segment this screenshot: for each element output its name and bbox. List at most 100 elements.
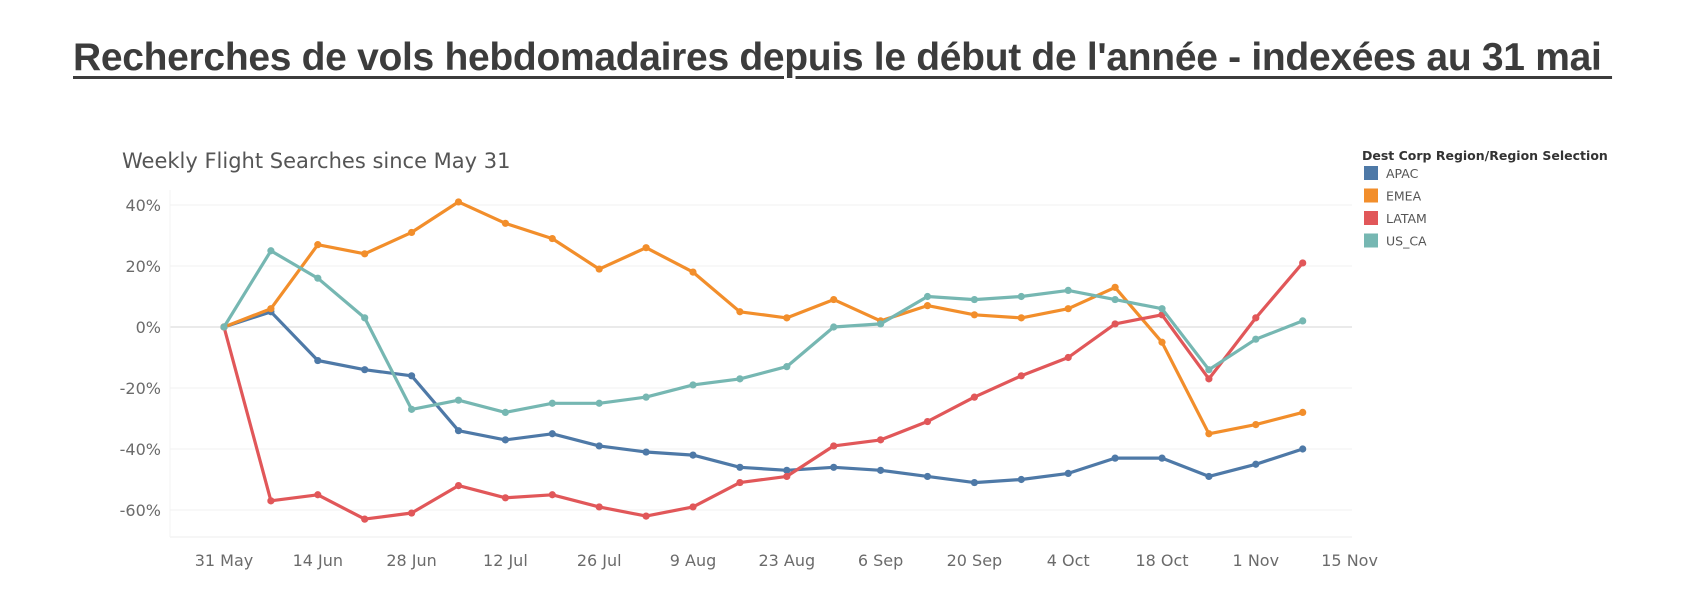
data-point [454,396,463,404]
data-point [783,363,791,371]
y-tick-label: 40% [125,196,161,215]
data-point [1158,305,1166,313]
data-point [1111,283,1119,291]
data-point [1205,375,1213,383]
legend-label: LATAM [1386,211,1427,226]
data-point [877,436,885,444]
data-point [1252,460,1260,468]
data-point [970,393,979,401]
data-point [595,399,603,407]
data-point [1299,445,1307,453]
x-tick-label: 14 Jun [293,551,343,570]
data-point [1017,372,1025,380]
data-point [595,442,603,450]
data-point [267,305,275,313]
data-point [408,372,416,380]
data-point [548,491,556,499]
data-point [595,503,603,511]
data-point [783,466,791,474]
data-point [1064,305,1072,313]
data-point [361,314,369,322]
data-point [923,472,932,481]
data-point [408,405,416,413]
x-tick-label: 31 May [195,551,254,570]
data-point [501,494,509,502]
x-tick-label: 6 Sep [858,551,903,570]
y-tick-label: -60% [120,501,161,520]
x-tick-label: 26 Jul [577,551,622,570]
data-point [736,478,744,487]
data-point [642,244,650,252]
data-point [1111,320,1119,328]
data-point [642,512,650,520]
data-point [1017,475,1025,484]
data-point [314,491,322,499]
series-line [222,249,1305,414]
data-point [783,314,791,322]
data-point [501,408,509,416]
data-point [314,241,322,249]
y-tick-label: 0% [136,318,161,337]
series-line [222,310,1305,485]
gridlines [170,204,1352,511]
series-latam [220,259,1307,523]
data-point [1299,317,1307,325]
data-point [501,436,509,444]
series-line [222,261,1305,521]
data-point [408,509,416,517]
x-tick-label: 20 Sep [947,551,1003,570]
axes: 40% 20% 0% -20% -40% -60% 31 May 14 Jun 28 Jun 12… [120,190,1378,570]
data-point [1299,408,1307,416]
data-point [408,228,416,237]
data-point [1158,454,1166,462]
legend-swatch [1364,233,1378,248]
data-point [1252,421,1260,429]
data-point [970,478,979,487]
data-point [689,381,697,389]
data-point [970,311,979,319]
x-tick-label: 18 Oct [1135,551,1188,570]
data-point [314,274,322,282]
data-point [314,356,322,365]
data-point [1252,335,1260,343]
page-title: Recherches de vols hebdomadaires depuis … [73,36,1613,79]
x-tick-label: 15 Nov [1321,551,1378,570]
x-tick-label: 1 Nov [1233,551,1280,570]
data-point [1064,286,1072,294]
data-point [783,472,791,481]
data-point [548,430,556,438]
data-point [595,265,603,273]
data-point [923,302,932,310]
data-point [642,448,650,456]
y-tick-label: 20% [125,257,161,276]
data-point [1299,259,1307,267]
data-point [923,292,932,301]
x-tick-label: 4 Oct [1047,551,1090,570]
data-point [877,320,885,328]
data-point [830,442,838,450]
data-point [548,234,556,243]
legend-swatch [1364,166,1378,180]
data-point [267,497,275,505]
legend-label: US_CA [1386,234,1427,249]
data-point [1205,366,1213,374]
data-point [1158,338,1166,346]
data-point [361,515,369,523]
legend: Dest Corp Region/Region Selection APAC EME… [1362,148,1608,249]
data-point [642,393,650,401]
data-point [454,198,463,206]
data-point [548,399,556,407]
series-apac [220,308,1307,487]
data-point [454,482,463,490]
y-tick-label: -20% [120,379,161,398]
series-line [222,200,1305,436]
data-point [736,308,744,316]
x-tick-label: 9 Aug [670,551,717,570]
chart-title: Weekly Flight Searches since May 31 [122,149,511,173]
data-point [830,463,838,471]
data-point [1064,353,1072,362]
x-tick-label: 23 Aug [758,551,815,570]
x-tick-label: 12 Jul [483,551,528,570]
legend-swatch [1364,211,1378,225]
